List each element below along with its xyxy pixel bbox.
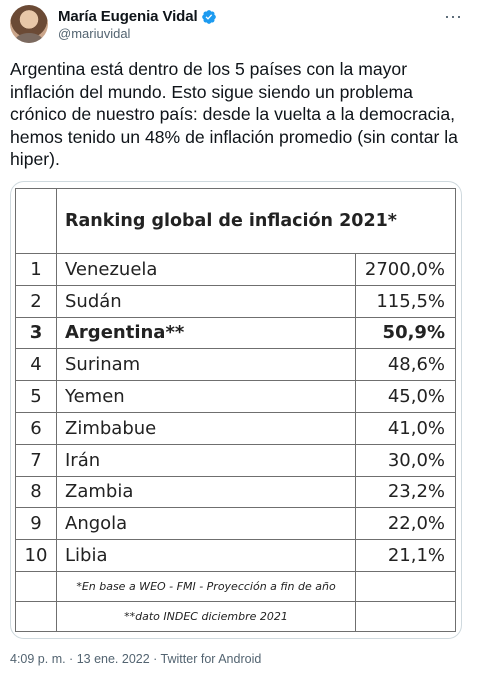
rank-cell: 7 — [15, 443, 57, 477]
author-name[interactable]: María Eugenia Vidal — [58, 8, 198, 25]
footnote-text: **dato INDEC diciembre 2021 — [56, 600, 356, 632]
value-cell: 30,0% — [355, 443, 456, 477]
avatar[interactable] — [10, 5, 48, 43]
country-cell: Yemen — [56, 380, 356, 413]
table-row: 5 Yemen 45,0% — [15, 380, 456, 413]
country-cell: Venezuela — [56, 253, 356, 286]
table-row: 1 Venezuela 2700,0% — [15, 253, 456, 286]
country-cell: Irán — [56, 443, 356, 477]
value-cell: 45,0% — [355, 380, 456, 413]
table-row: 8 Zambia 23,2% — [15, 475, 456, 509]
rank-cell: 3 — [15, 316, 57, 350]
value-cell: 2700,0% — [355, 253, 456, 286]
country-cell: Zambia — [56, 475, 356, 509]
tweet-image[interactable]: Ranking global de inflación 2021* 1 Venez… — [10, 181, 462, 639]
table-title: Ranking global de inflación 2021* — [56, 188, 456, 254]
tweet-text: Argentina está dentro de los 5 países co… — [10, 59, 458, 169]
country-cell: Surinam — [56, 348, 356, 382]
value-cell: 48,6% — [355, 348, 456, 382]
rank-cell: 5 — [15, 380, 57, 413]
footnote-row: **dato INDEC diciembre 2021 — [15, 600, 456, 632]
footnote-row: *En base a WEO - FMI - Proyección a fin … — [15, 570, 456, 602]
table-title-row: Ranking global de inflación 2021* — [15, 188, 456, 254]
value-cell: 21,1% — [355, 539, 456, 572]
value-cell: 22,0% — [355, 507, 456, 541]
country-cell: Sudán — [56, 284, 356, 318]
inflation-ranking-table: Ranking global de inflación 2021* 1 Venez… — [15, 188, 456, 632]
rank-cell: 10 — [15, 539, 57, 572]
value-cell: 23,2% — [355, 475, 456, 509]
value-cell: 50,9% — [355, 316, 456, 350]
table-row: 9 Angola 22,0% — [15, 507, 456, 541]
rank-cell: 8 — [15, 475, 57, 509]
footnote-text: *En base a WEO - FMI - Proyección a fin … — [56, 570, 356, 602]
rank-cell: 9 — [15, 507, 57, 541]
country-cell: Libia — [56, 539, 356, 572]
tweet-timestamp[interactable]: 4:09 p. m. · 13 ene. 2022 · Twitter for … — [10, 652, 262, 666]
value-cell: 41,0% — [355, 411, 456, 445]
value-cell: 115,5% — [355, 284, 456, 318]
country-cell: Zimbabue — [56, 411, 356, 445]
rank-cell: 1 — [15, 253, 57, 286]
table-row: 10 Libia 21,1% — [15, 539, 456, 572]
table-row: 4 Surinam 48,6% — [15, 348, 456, 382]
country-cell: Argentina** — [56, 316, 356, 350]
author-handle[interactable]: @mariuvidal — [58, 26, 131, 41]
author-row: María Eugenia Vidal — [58, 8, 217, 25]
table-row: 2 Sudán 115,5% — [15, 284, 456, 318]
table-row: 7 Irán 30,0% — [15, 443, 456, 477]
table-row: 6 Zimbabue 41,0% — [15, 411, 456, 445]
rank-cell: 6 — [15, 411, 57, 445]
table-row: 3 Argentina** 50,9% — [15, 316, 456, 350]
rank-cell: 4 — [15, 348, 57, 382]
more-options-icon[interactable]: ⋯ — [444, 7, 463, 27]
rank-cell: 2 — [15, 284, 57, 318]
country-cell: Angola — [56, 507, 356, 541]
verified-badge-icon — [201, 9, 216, 24]
